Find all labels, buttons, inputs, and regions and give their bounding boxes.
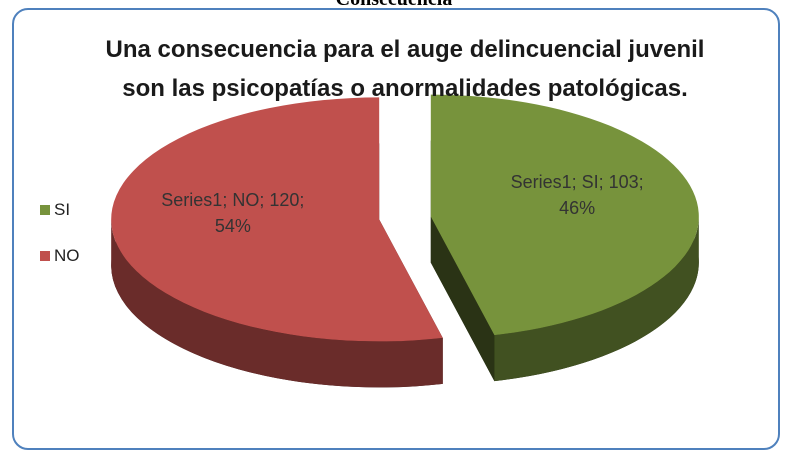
legend-swatch xyxy=(40,251,50,261)
slice-wall xyxy=(111,219,443,388)
caption: Consecuencia xyxy=(0,0,788,11)
slice xyxy=(111,97,443,342)
chart-frame xyxy=(12,8,780,450)
data-label: Series1; NO; 120; 54% xyxy=(161,190,305,237)
legend-label: NO xyxy=(54,246,80,265)
slice-wall xyxy=(494,216,699,382)
slice xyxy=(430,94,699,336)
legend-label: SI xyxy=(54,200,71,219)
legend-entry: NO xyxy=(40,246,84,266)
data-label: Series1; SI; 103; 46% xyxy=(510,171,644,218)
chart-title: Una consecuencia para el auge delincuenc… xyxy=(105,36,718,102)
slice-side xyxy=(430,216,495,382)
legend-swatch xyxy=(40,205,50,215)
legend-entry: SI xyxy=(40,200,74,220)
